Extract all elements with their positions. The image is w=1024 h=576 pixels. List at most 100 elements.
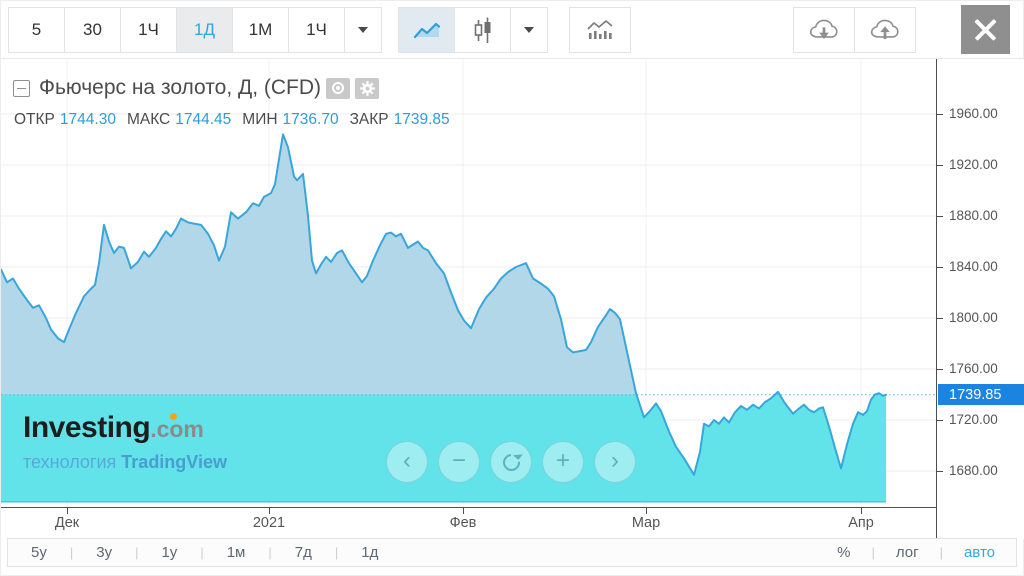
area-chart-icon [413, 22, 440, 39]
legend-value: 1736.70 [282, 111, 339, 128]
chart-type-candles-button[interactable] [454, 7, 511, 53]
separator: | [334, 545, 339, 560]
range-button-5y[interactable]: 5y [31, 544, 47, 561]
legend-value: 1739.85 [393, 111, 450, 128]
scale-button-%[interactable]: % [837, 544, 851, 561]
cloud-download-icon [809, 19, 838, 40]
legend-value: 1744.30 [59, 111, 116, 128]
indicators-group [569, 7, 631, 53]
y-axis-tick [937, 165, 943, 166]
y-axis-tick [937, 267, 943, 268]
y-axis-label: 1680.00 [949, 463, 998, 478]
legend-label: ОТКР [14, 111, 55, 128]
interval-button-group: 5 30 1Ч 1Д 1М 1Ч [8, 7, 382, 53]
cloud-button-group [793, 7, 916, 53]
separator: | [135, 545, 139, 560]
range-button-1д[interactable]: 1д [361, 544, 379, 561]
y-axis-label: 1840.00 [949, 259, 998, 274]
candlestick-icon [474, 17, 490, 43]
time-axis[interactable]: Дек 2021 Фев Мар Апр [1, 507, 936, 539]
interval-button-5[interactable]: 5 [8, 7, 65, 53]
legend-label: МИН [242, 111, 278, 128]
scale-button-лог[interactable]: лог [895, 544, 919, 561]
refresh-icon [499, 450, 523, 474]
interval-button-30[interactable]: 30 [64, 7, 121, 53]
investing-logo[interactable]: Investing.com [23, 411, 227, 445]
chart-type-dropdown-button[interactable] [510, 7, 548, 53]
x-axis-tick [861, 508, 862, 514]
close-icon [961, 5, 1010, 54]
range-list: 5y | 3y | 1y | 1м | 7д | 1д [8, 539, 401, 566]
range-button-1м[interactable]: 1м [226, 544, 246, 561]
x-axis-label: Фев [449, 515, 477, 531]
current-price-badge: 1739.85 [938, 384, 1024, 406]
chart-container: Фьючерс на золото, Д, (CFD) ОТКР 1744.30 М… [0, 58, 1024, 539]
y-axis-tick [937, 114, 943, 115]
y-axis-label: 1720.00 [949, 412, 998, 427]
symbol-header: Фьючерс на золото, Д, (CFD) [13, 76, 380, 100]
ohlc-legend: ОТКР 1744.30 МАКС 1744.45 МИН 1736.70 ЗАКР 1739… [14, 111, 461, 129]
cloud-upload-button[interactable] [854, 7, 916, 53]
y-axis-label: 1920.00 [949, 157, 998, 172]
gear-button[interactable] [355, 77, 380, 99]
indicators-button[interactable] [569, 7, 631, 53]
range-button-1y[interactable]: 1y [161, 544, 178, 561]
pan-right-button[interactable]: › [594, 441, 636, 483]
chart-type-group [398, 7, 548, 53]
interval-button-1М[interactable]: 1М [232, 7, 289, 53]
top-toolbar: 5 30 1Ч 1Д 1М 1Ч [1, 1, 1023, 58]
y-axis-tick [937, 318, 943, 319]
logo-orange-dot [170, 413, 177, 420]
y-axis-label: 1800.00 [949, 310, 998, 325]
cloud-download-button[interactable] [793, 7, 855, 53]
y-axis-label: 1880.00 [949, 208, 998, 223]
x-axis-label: Апр [848, 515, 874, 531]
interval-button-1Ч[interactable]: 1Ч [288, 7, 345, 53]
x-axis-tick [463, 508, 464, 514]
bottom-toolbar: 5y | 3y | 1y | 1м | 7д | 1д % | лог | авто [7, 538, 1017, 567]
pan-right-icon: › [611, 447, 619, 474]
reload-button[interactable] [490, 441, 532, 483]
x-axis-tick [269, 508, 270, 514]
y-axis-label: 1960.00 [949, 106, 998, 121]
eye-button[interactable] [326, 77, 351, 99]
tradingview-attribution[interactable]: технология TradingView [23, 452, 227, 472]
zoom-in-button[interactable]: + [542, 441, 584, 483]
range-button-3y[interactable]: 3y [96, 544, 113, 561]
watermark: Investing.com технология TradingView [23, 411, 227, 473]
collapse-icon[interactable] [13, 79, 30, 97]
range-button-7д[interactable]: 7д [294, 544, 312, 561]
chevron-down-icon [358, 27, 368, 33]
cloud-upload-icon [870, 19, 899, 40]
x-axis-label: Дек [54, 515, 80, 531]
separator: | [268, 545, 272, 560]
y-axis-tick [937, 216, 943, 217]
pan-left-icon: ‹ [403, 447, 411, 474]
zoom-out-icon: − [451, 447, 466, 474]
legend-label: ЗАКР [349, 111, 389, 128]
eye-icon [332, 82, 345, 94]
x-axis-label: 2021 [252, 515, 286, 531]
indicators-icon [587, 20, 613, 39]
separator: | [200, 545, 204, 560]
separator: | [939, 545, 943, 560]
separator: | [69, 545, 74, 560]
price-axis[interactable]: 1960.00 1920.00 1880.00 1840.00 1800.00 1760.… [936, 59, 1024, 539]
scale-button-авто[interactable]: авто [963, 544, 995, 561]
pan-left-button[interactable]: ‹ [386, 441, 428, 483]
logo-brand: Investing [23, 411, 151, 444]
chart-type-area-button[interactable] [398, 7, 455, 53]
y-axis-tick [937, 420, 943, 421]
x-axis-tick [646, 508, 647, 514]
chart-title: Фьючерс на золото, Д, (CFD) [39, 76, 322, 99]
interval-button-1Д[interactable]: 1Д [176, 7, 233, 53]
x-axis-label: Мар [631, 515, 661, 531]
zoom-out-button[interactable]: − [438, 441, 480, 483]
close-button[interactable] [961, 5, 1010, 54]
interval-button-1Ч[interactable]: 1Ч [120, 7, 177, 53]
gear-icon [359, 80, 375, 96]
interval-dropdown-button[interactable] [344, 7, 382, 53]
chevron-down-icon [524, 27, 534, 33]
y-axis-label: 1760.00 [949, 361, 998, 376]
